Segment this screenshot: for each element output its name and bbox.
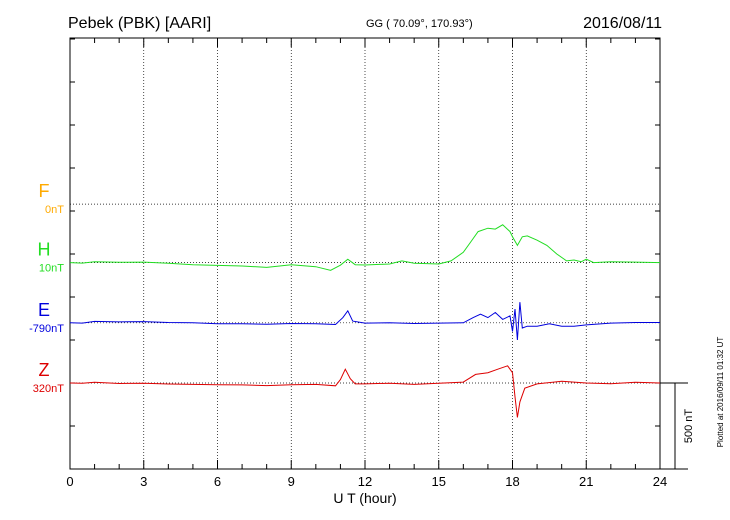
grid [70, 38, 660, 469]
coordinates-label: GG ( 70.09°, 170.93°) [366, 18, 473, 30]
x-tick-label: 24 [653, 474, 667, 489]
x-tick-marks [69, 38, 661, 469]
x-tick-labels: 0 3 6 9 12 15 18 21 24 [66, 474, 667, 489]
series-baseline-F: 0nT [45, 204, 64, 216]
plotted-timestamp: Plotted at 2016/09/11 01:32 UT [716, 337, 725, 448]
scale-bar: 500 nT [660, 382, 695, 470]
date-label: 2016/08/11 [583, 15, 662, 32]
series-name-H: H [38, 240, 51, 260]
scale-bar-label: 500 nT [683, 409, 695, 444]
series-line-E [69, 302, 660, 341]
series-name-E: E [38, 300, 50, 320]
x-tick-label: 21 [579, 474, 593, 489]
x-tick-label: 3 [140, 474, 147, 489]
series-baseline-E: -790nT [29, 323, 64, 335]
x-tick-label: 6 [214, 474, 221, 489]
x-tick-label: 15 [432, 474, 446, 489]
series-labels: F 0nT H 10nT E -790nT Z 320nT [29, 181, 64, 395]
series-line-H [69, 224, 661, 271]
series-line-Z [69, 365, 661, 418]
x-tick-label: 9 [288, 474, 295, 489]
series-baseline-H: 10nT [39, 263, 64, 275]
series-name-F: F [39, 181, 50, 201]
station-title: Pebek (PBK) [AARI] [68, 15, 211, 32]
x-tick-label: 12 [358, 474, 372, 489]
series-name-Z: Z [39, 360, 50, 380]
series-lines [69, 224, 661, 418]
x-tick-label: 0 [66, 474, 73, 489]
series-baseline-Z: 320nT [33, 383, 64, 395]
x-axis-label: U T (hour) [333, 490, 396, 506]
x-tick-label: 18 [505, 474, 519, 489]
